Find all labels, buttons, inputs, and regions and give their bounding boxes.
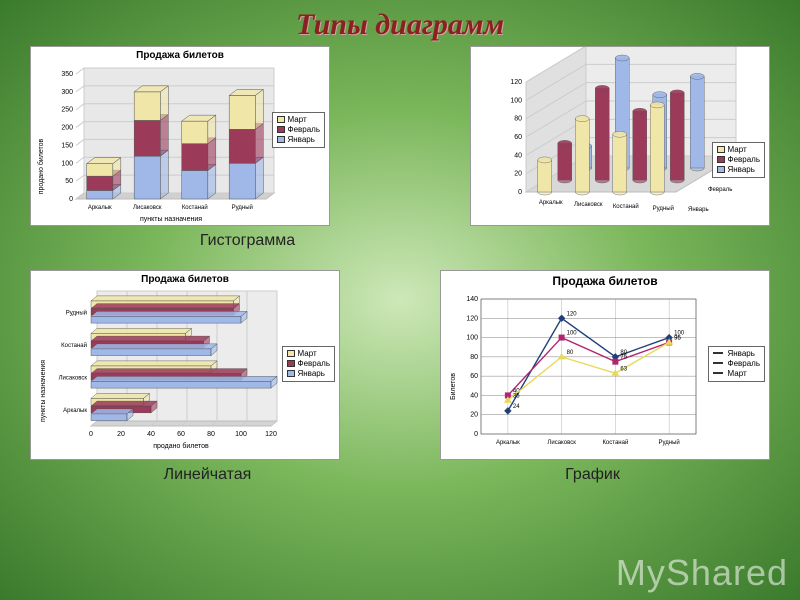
svg-text:200: 200 <box>61 125 73 132</box>
cylinder-chart-cell: 0 20 40 60 80 100 120 Аркалык Лисаковск Костанай Р… <box>415 46 770 260</box>
line-chart-title: Продажа билетов <box>441 271 769 291</box>
hbar-chart-cell: Продажа билетов 0 20 40 60 80 100 120 Рудный Кос… <box>30 270 385 484</box>
svg-text:Костанай: Костанай <box>602 439 628 446</box>
svg-text:Рудный: Рудный <box>232 204 253 211</box>
svg-text:60: 60 <box>470 373 478 380</box>
svg-text:20: 20 <box>470 412 478 419</box>
bar-caption: Линейчатая <box>30 460 385 484</box>
watermark: MyShared <box>616 552 788 594</box>
svg-text:Январь: Январь <box>688 207 709 213</box>
svg-text:Билетов: Билетов <box>450 373 457 400</box>
svg-text:40: 40 <box>147 431 155 438</box>
svg-text:300: 300 <box>61 89 73 96</box>
stacked-chart-cell: Продажа билетов 0 50 100 150 200 250 300 350 Арк… <box>30 46 385 260</box>
svg-text:продано билетов: продано билетов <box>153 442 209 450</box>
svg-text:60: 60 <box>177 431 185 438</box>
svg-text:95: 95 <box>674 335 681 341</box>
svg-text:Рудный: Рудный <box>658 439 679 446</box>
svg-text:Лисаковск: Лисаковск <box>59 375 88 381</box>
svg-text:0: 0 <box>474 431 478 438</box>
svg-text:150: 150 <box>61 142 73 149</box>
svg-text:120: 120 <box>265 431 277 438</box>
svg-text:Лисаковск: Лисаковск <box>547 440 576 446</box>
line-chart-cell: Продажа билетов 0 20 40 60 80 100 120 140 Аркалы… <box>415 270 770 484</box>
svg-text:120: 120 <box>567 311 578 317</box>
svg-text:120: 120 <box>510 79 522 86</box>
svg-text:140: 140 <box>466 296 478 303</box>
svg-text:24: 24 <box>513 404 520 410</box>
svg-text:пункты назначения: пункты назначения <box>140 216 202 223</box>
stacked-chart-title: Продажа билетов <box>31 47 329 64</box>
svg-text:Рудный: Рудный <box>66 309 87 316</box>
svg-text:60: 60 <box>514 134 522 141</box>
svg-text:Лисаковск: Лисаковск <box>133 205 162 211</box>
stacked-chart: Продажа билетов 0 50 100 150 200 250 300 350 Арк… <box>30 46 330 226</box>
line-legend: Январь Февраль Март <box>708 346 765 382</box>
cylinder-chart: 0 20 40 60 80 100 120 Аркалык Лисаковск Костанай Р… <box>470 46 770 226</box>
hbar-chart: Продажа билетов 0 20 40 60 80 100 120 Рудный Кос… <box>30 270 340 460</box>
svg-text:Костанай: Костанай <box>182 204 208 211</box>
svg-text:пункты назначения: пункты назначения <box>40 360 47 422</box>
hbar-chart-title: Продажа билетов <box>31 271 339 288</box>
svg-text:Февраль: Февраль <box>708 187 732 193</box>
svg-text:100: 100 <box>235 431 247 438</box>
svg-text:50: 50 <box>65 178 73 185</box>
svg-text:250: 250 <box>61 107 73 114</box>
svg-text:Костанай: Костанай <box>61 342 87 349</box>
svg-text:0: 0 <box>89 431 93 438</box>
svg-text:продано билетов: продано билетов <box>37 138 45 194</box>
svg-text:35: 35 <box>513 393 520 399</box>
line-chart: Продажа билетов 0 20 40 60 80 100 120 140 Аркалы… <box>440 270 770 460</box>
svg-text:80: 80 <box>514 116 522 123</box>
svg-text:Костанай: Костанай <box>613 203 639 210</box>
svg-text:0: 0 <box>518 189 522 196</box>
chart-grid: Продажа билетов 050100150200250300350Арк… <box>0 46 800 494</box>
hbar-legend: Март Февраль Январь <box>282 346 335 382</box>
svg-text:20: 20 <box>514 171 522 178</box>
svg-text:120: 120 <box>466 315 478 322</box>
svg-text:63: 63 <box>620 366 627 372</box>
svg-text:40: 40 <box>514 152 522 159</box>
svg-text:75: 75 <box>620 355 627 361</box>
svg-text:80: 80 <box>207 431 215 438</box>
cylinder-legend: Март Февраль Январь <box>712 142 765 178</box>
svg-text:100: 100 <box>61 160 73 167</box>
histogram-caption: Гистограмма <box>30 226 385 250</box>
svg-text:20: 20 <box>117 431 125 438</box>
svg-text:Аркалык: Аркалык <box>88 205 112 211</box>
svg-text:Рудный: Рудный <box>653 205 674 212</box>
page-title: Типы диаграмм <box>0 0 800 46</box>
svg-text:Аркалык: Аркалык <box>496 440 520 446</box>
svg-text:40: 40 <box>470 392 478 399</box>
svg-text:100: 100 <box>567 331 578 337</box>
cylinder-chart-svg: 0 20 40 60 80 100 120 Аркалык Лисаковск Костанай Р… <box>471 47 771 227</box>
svg-text:350: 350 <box>61 71 73 78</box>
svg-text:100: 100 <box>466 335 478 342</box>
svg-text:100: 100 <box>510 97 522 104</box>
stacked-legend: Март Февраль Январь <box>272 112 325 148</box>
svg-text:Аркалык: Аркалык <box>539 200 563 206</box>
svg-text:80: 80 <box>567 350 574 356</box>
svg-text:0: 0 <box>69 196 73 203</box>
svg-text:Аркалык: Аркалык <box>63 408 87 414</box>
svg-text:80: 80 <box>470 354 478 361</box>
svg-text:Лисаковск: Лисаковск <box>574 202 603 208</box>
